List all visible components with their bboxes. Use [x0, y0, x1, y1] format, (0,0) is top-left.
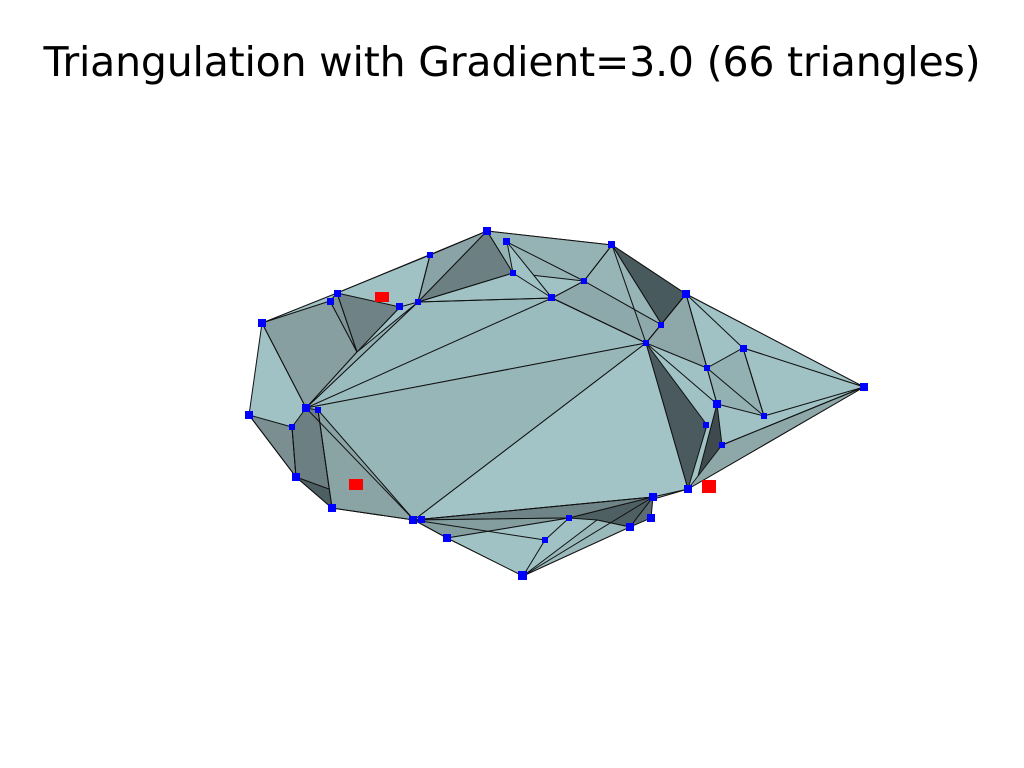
vertex-marker — [292, 473, 300, 481]
mesh-edges — [248, 241, 865, 577]
vertex-marker — [443, 534, 451, 542]
vertex-marker — [713, 400, 721, 408]
vertex-marker — [483, 227, 491, 235]
vertex-marker — [503, 238, 510, 245]
vertex-marker — [415, 299, 421, 305]
vertex-marker — [703, 422, 709, 428]
mesh-faces — [248, 230, 865, 577]
mesh-face-center-4 — [305, 301, 419, 409]
vertex-marker — [418, 516, 425, 523]
vertex-marker — [684, 485, 692, 493]
vertex-marker — [327, 298, 334, 305]
mesh-edge — [645, 293, 687, 344]
mesh-edge — [248, 414, 297, 478]
mesh-face-ur-8 — [645, 342, 708, 490]
vertex-marker — [719, 442, 725, 448]
mesh-edge — [742, 347, 765, 417]
vertex-marker — [658, 322, 664, 328]
mesh-edge — [551, 297, 647, 344]
vertex-marker — [566, 515, 572, 521]
vertex-marker — [647, 514, 655, 522]
mesh-edge — [291, 426, 297, 478]
vertex-marker — [245, 411, 253, 419]
vertex-marker — [860, 383, 868, 391]
mesh-edge — [417, 297, 553, 303]
vertex-marker — [704, 365, 710, 371]
highlight-point-marker — [349, 479, 363, 490]
mesh-edge — [706, 367, 718, 405]
mesh-vertices — [245, 227, 868, 580]
mesh-edge — [685, 293, 744, 349]
vertex-marker — [302, 404, 310, 412]
vertex-marker — [258, 319, 266, 327]
mesh-edge — [721, 386, 865, 446]
mesh-edge — [685, 293, 708, 369]
vertex-marker — [626, 523, 634, 531]
mesh-edge — [522, 496, 654, 577]
mesh-edge — [336, 292, 358, 353]
vertex-marker — [409, 516, 417, 524]
mesh-edge — [413, 519, 546, 541]
figure-title: Triangulation with Gradient=3.0 (66 tria… — [43, 38, 981, 86]
mesh-edge — [413, 496, 654, 521]
vertex-marker — [581, 278, 587, 284]
mesh-edge — [706, 367, 765, 417]
vertex-marker — [289, 424, 295, 430]
mesh-face-lm-6 — [522, 519, 631, 577]
mesh-edge — [583, 244, 613, 282]
vertex-marker — [740, 345, 747, 352]
vertex-marker — [548, 294, 555, 301]
vertex-marker — [396, 303, 403, 310]
vertex-marker — [643, 340, 649, 346]
mesh-edge — [261, 322, 307, 409]
vertex-marker — [328, 504, 336, 512]
mesh-face-ul-8 — [506, 241, 553, 299]
highlight-point-marker — [375, 292, 389, 302]
vertex-marker — [518, 571, 527, 580]
highlight-points — [349, 292, 716, 493]
mesh-edge — [611, 244, 647, 344]
highlight-point-marker — [702, 480, 716, 493]
vertex-marker — [761, 413, 767, 419]
vertex-marker — [334, 290, 341, 297]
mesh-edge — [417, 272, 514, 303]
mesh-edge — [305, 407, 415, 521]
vertex-marker — [315, 407, 321, 413]
mesh-edge — [317, 409, 333, 509]
mesh-edge — [305, 297, 553, 409]
mesh-edge — [645, 342, 718, 405]
vertex-marker — [649, 493, 657, 501]
mesh-edge — [417, 254, 431, 303]
vertex-marker — [510, 270, 516, 276]
mesh-edge — [506, 241, 585, 282]
vertex-marker — [608, 241, 615, 248]
vertex-marker — [542, 537, 548, 543]
vertex-marker — [427, 252, 433, 258]
vertex-marker — [682, 290, 690, 298]
